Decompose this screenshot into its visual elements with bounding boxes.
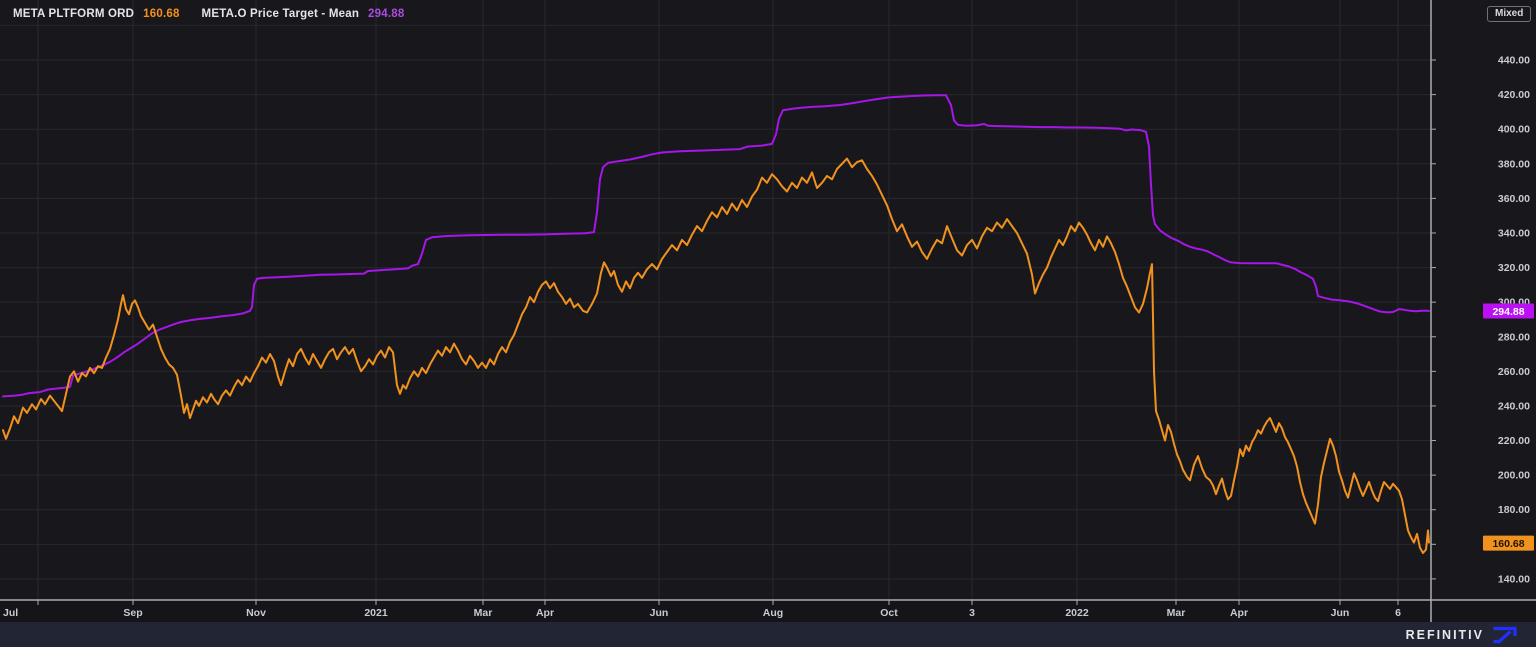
- y-axis-label: 200.00: [1498, 470, 1530, 482]
- y-axis-label: 320.00: [1498, 262, 1530, 274]
- x-axis-label: Jun: [650, 607, 669, 619]
- chart-plot-area[interactable]: 440.00 420.00 400.00 380.00 360.00 340.00 320.…: [0, 0, 1536, 622]
- y-axis-label: 420.00: [1498, 89, 1530, 101]
- x-axis-label: 2022: [1065, 607, 1089, 619]
- y-axis-label: 140.00: [1498, 573, 1530, 585]
- target-value-badge-label: 294.88: [1492, 306, 1524, 318]
- refinitiv-wordmark: REFINITIV: [1405, 627, 1484, 642]
- x-axis-strip: [0, 600, 1536, 622]
- x-axis-label: Nov: [246, 607, 266, 619]
- refinitiv-logo-icon: [1493, 626, 1517, 643]
- x-axis-label: Jul: [3, 607, 18, 619]
- y-axis-label: 240.00: [1498, 400, 1530, 412]
- y-axis-label: 280.00: [1498, 331, 1530, 343]
- x-axis-label: Apr: [1230, 607, 1248, 619]
- x-axis-label: Jun: [1331, 607, 1350, 619]
- legend-price-value: 160.68: [143, 8, 180, 20]
- target-mean-line[interactable]: [2, 94, 1430, 398]
- y-axis-label: 360.00: [1498, 193, 1530, 205]
- x-axis-label: 6: [1395, 607, 1401, 619]
- y-axis-label: 340.00: [1498, 227, 1530, 239]
- price-value-badge: [1483, 535, 1534, 551]
- x-axis-label: Apr: [536, 607, 554, 619]
- scale-mode-badge[interactable]: Mixed: [1487, 6, 1532, 22]
- y-axis-label: 400.00: [1498, 124, 1530, 136]
- chart-legend: META PLTFORM ORD 160.68 META.O Price Tar…: [13, 8, 404, 20]
- legend-series-target[interactable]: META.O Price Target - Mean: [201, 8, 360, 20]
- y-axis-label: 380.00: [1498, 158, 1530, 170]
- price-value-badge-label: 160.68: [1492, 538, 1524, 550]
- chart-background: [0, 0, 1536, 622]
- y-axis-label: 220.00: [1498, 435, 1530, 447]
- price-chart[interactable]: 440.00 420.00 400.00 380.00 360.00 340.00 320.…: [0, 0, 1536, 622]
- target-value-badge: [1483, 303, 1534, 319]
- legend-target-value: 294.88: [368, 8, 405, 20]
- x-axis-label: 2021: [364, 607, 388, 619]
- bottom-bar: REFINITIV: [0, 622, 1536, 647]
- y-axis-label: 440.00: [1498, 55, 1530, 67]
- x-axis-label: 3: [969, 607, 975, 619]
- x-axis-label: Mar: [1167, 607, 1186, 619]
- legend-series-price[interactable]: META PLTFORM ORD: [13, 8, 135, 20]
- price-line[interactable]: [2, 157, 1430, 554]
- x-axis-label: Oct: [880, 607, 898, 619]
- x-axis-label: Sep: [123, 607, 142, 619]
- x-axis-label: Aug: [763, 607, 783, 619]
- x-axis-label: Mar: [474, 607, 493, 619]
- y-axis-label: 260.00: [1498, 366, 1530, 378]
- y-axis-label: 180.00: [1498, 504, 1530, 516]
